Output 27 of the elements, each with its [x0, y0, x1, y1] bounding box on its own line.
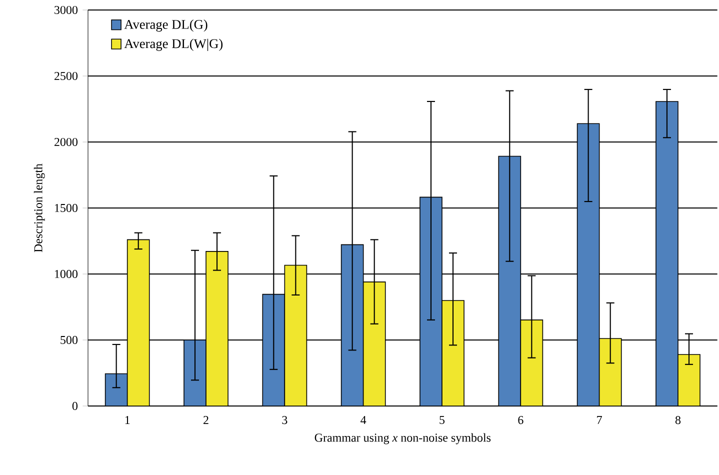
x-axis-title: Grammar using x non-noise symbols	[314, 433, 491, 444]
legend-label: Average DL(G)	[124, 20, 208, 32]
bar	[206, 251, 228, 406]
x-tick-label: 5	[440, 416, 445, 424]
bar	[362, 282, 386, 406]
y-tick-label: 1000	[55, 270, 78, 278]
y-tick-label: 0	[72, 402, 78, 410]
legend-label: Average DL(W|G)	[124, 38, 223, 51]
y-tick-label: 2000	[54, 138, 78, 146]
x-tick-label: 7	[597, 416, 602, 424]
y-tick-label: 3000	[54, 6, 78, 14]
x-tick-label: 8	[675, 416, 681, 424]
y-tick-label: 500	[60, 336, 78, 344]
x-tick-label: 4	[360, 416, 366, 424]
x-tick-label: 1	[125, 416, 130, 424]
y-axis-title: Description length	[34, 164, 45, 252]
bar	[520, 320, 544, 406]
bar	[284, 264, 308, 406]
x-tick-label: 2	[204, 416, 208, 424]
y-tick-label: 2500	[54, 72, 78, 80]
x-tick-label: 3	[282, 416, 288, 424]
bar	[598, 338, 622, 406]
bar	[126, 239, 150, 406]
bar	[678, 354, 700, 406]
bar	[442, 300, 464, 406]
x-tick-label: 6	[518, 416, 524, 424]
y-tick-label: 1500	[55, 204, 78, 212]
